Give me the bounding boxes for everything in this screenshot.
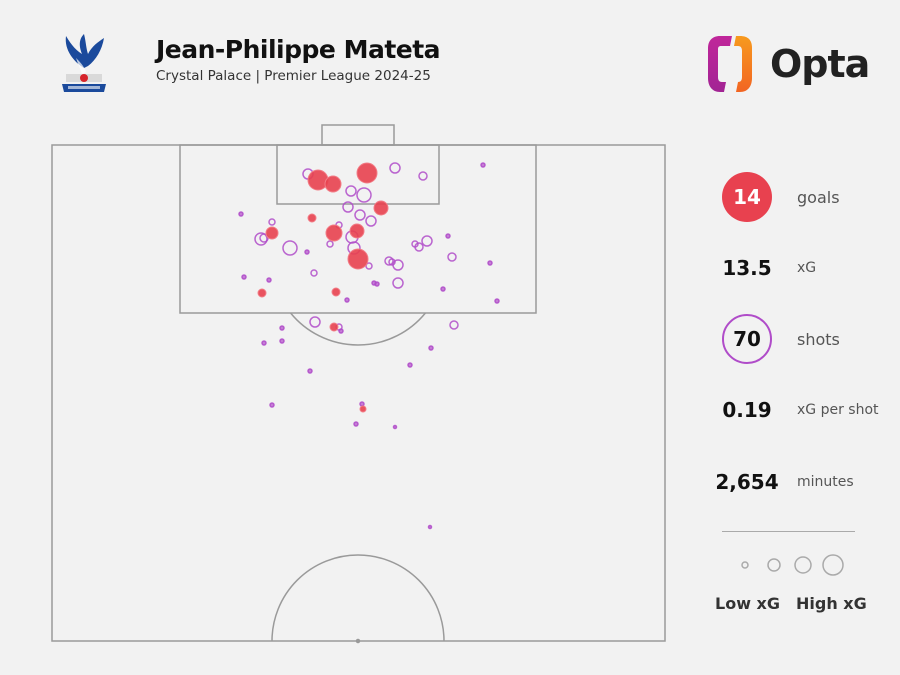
stat-minutes: 2,654 minutes [712, 470, 854, 494]
shot-marker [440, 286, 446, 292]
xg-value: 13.5 [722, 256, 772, 280]
shot-marker [359, 401, 365, 407]
shot-marker [266, 277, 272, 283]
shot-marker [354, 209, 366, 221]
shot-marker [392, 424, 398, 430]
legend-divider [722, 531, 855, 532]
goal-marker [356, 162, 378, 184]
xg-per-shot-label: xG per shot [797, 402, 879, 418]
shot-marker [427, 524, 433, 530]
goal-marker [349, 223, 365, 239]
team-season-subtitle: Crystal Palace | Premier League 2024-25 [156, 68, 431, 84]
shot-marker [388, 258, 396, 266]
center-spot [355, 638, 361, 644]
shot-marker [309, 316, 321, 328]
shot-marker [374, 281, 380, 287]
legend-high-xg: High xG [796, 594, 867, 613]
stat-goals: 14 goals [712, 172, 840, 222]
shot-marker [445, 233, 451, 239]
goal-marker [359, 405, 367, 413]
shot-marker [241, 274, 247, 280]
shot-marker [342, 201, 354, 213]
xg-size-legend [741, 554, 844, 576]
penalty-arc [290, 312, 426, 346]
opta-brand-text: Opta [770, 42, 870, 86]
stat-xg-per-shot: 0.19 xG per shot [712, 398, 879, 422]
legend-circle-small-icon [741, 561, 749, 569]
shot-marker [418, 171, 428, 181]
goals-layer [257, 162, 389, 413]
shot-marker [279, 338, 285, 344]
shot-marker [310, 269, 318, 277]
shot-marker [414, 242, 424, 252]
goal-marker [331, 287, 341, 297]
shot-marker [282, 240, 298, 256]
minutes-label: minutes [797, 474, 854, 490]
shot-marker [254, 232, 268, 246]
goal-marker [373, 200, 389, 216]
shot-marker [392, 259, 404, 271]
xg-label: xG [797, 260, 817, 276]
shot-marker [261, 340, 267, 346]
shot-marker [447, 252, 457, 262]
shots-badge: 70 [722, 314, 772, 364]
shot-marker [307, 368, 313, 374]
minutes-value: 2,654 [715, 470, 779, 494]
goal-marker [257, 288, 267, 298]
goals-badge: 14 [722, 172, 772, 222]
shot-marker [407, 362, 413, 368]
goal-marker [324, 175, 342, 193]
goal-frame [321, 124, 395, 146]
center-circle [271, 554, 445, 642]
shot-marker [326, 240, 334, 248]
shot-marker [279, 325, 285, 331]
shot-marker [494, 298, 500, 304]
legend-circle-large-icon [794, 556, 812, 574]
goal-marker [329, 322, 339, 332]
shots-label: shots [797, 329, 840, 349]
goal-marker [325, 224, 343, 242]
shot-marker [480, 162, 486, 168]
shot-marker [365, 262, 373, 270]
stat-xg: 13.5 xG [712, 256, 816, 280]
shot-marker [268, 218, 276, 226]
shot-marker [389, 162, 401, 174]
legend-circle-xlarge-icon [822, 554, 844, 576]
stat-shots: 70 shots [712, 314, 840, 364]
goal-marker [265, 226, 279, 240]
shot-marker [428, 345, 434, 351]
goal-marker [307, 213, 317, 223]
shot-marker [353, 421, 359, 427]
shot-marker [345, 185, 357, 197]
shot-marker [365, 215, 377, 227]
shot-marker [356, 187, 372, 203]
legend-circle-medium-icon [767, 558, 781, 572]
shot-marker [421, 235, 433, 247]
pitch-lines [51, 124, 666, 644]
player-name-title: Jean-Philippe Mateta [156, 35, 441, 64]
shot-marker [304, 249, 310, 255]
xg-per-shot-value: 0.19 [722, 398, 772, 422]
goal-marker [307, 169, 329, 191]
goal-marker [347, 248, 369, 270]
shot-marker [338, 328, 344, 334]
shot-marker [392, 277, 404, 289]
shots-layer [238, 162, 500, 530]
opta-logo-icon [708, 36, 752, 92]
shot-marker [238, 211, 244, 217]
crystal-palace-crest-icon [62, 34, 106, 92]
shot-marker [449, 320, 459, 330]
shot-marker [269, 402, 275, 408]
goals-label: goals [797, 187, 840, 207]
shot-marker [384, 256, 394, 266]
legend-low-xg: Low xG [715, 594, 780, 613]
shot-marker [344, 297, 350, 303]
shot-marker [487, 260, 493, 266]
